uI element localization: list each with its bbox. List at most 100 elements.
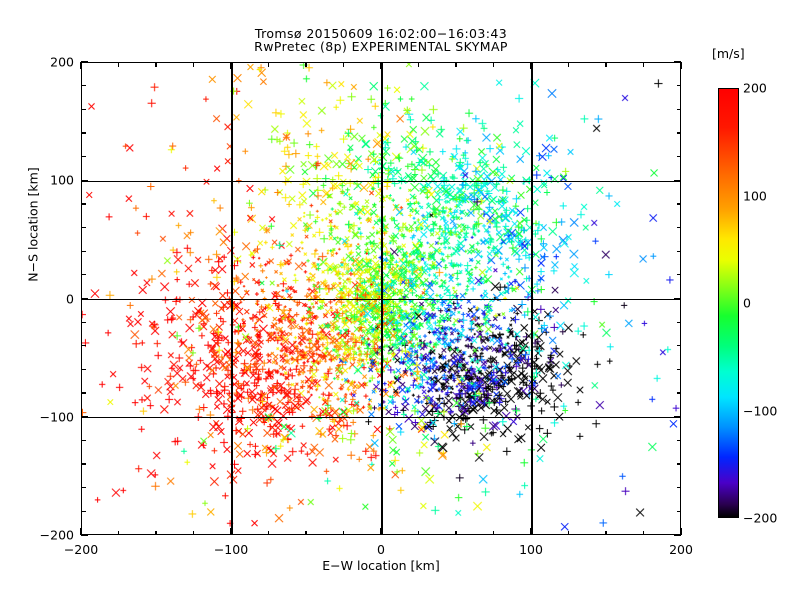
x-tick (342, 530, 345, 535)
plot-title: Tromsø 20150609 16:02:00−16:03:43 RwPret… (0, 27, 762, 53)
x-tick (230, 528, 232, 535)
gridline-vertical (531, 63, 533, 534)
y-tick (81, 439, 86, 442)
plot-area[interactable] (81, 62, 681, 535)
x-tick-top (492, 62, 495, 67)
y-tick-right (676, 392, 681, 394)
colorbar-tick-label: 200 (743, 80, 767, 96)
y-tick (81, 487, 86, 489)
y-tick-right (674, 416, 681, 418)
y-tick (81, 392, 86, 394)
gridline-vertical (381, 63, 383, 534)
y-tick (81, 463, 86, 465)
x-tick-label: 0 (377, 542, 385, 557)
x-tick-top (567, 62, 570, 67)
title-line-2: RwPretec (8p) EXPERIMENTAL SKYMAP (254, 39, 508, 54)
colorbar[interactable]: 200 100 0 −100 −200 (718, 81, 777, 526)
y-tick (81, 108, 86, 110)
x-tick (155, 530, 157, 535)
x-tick-label: −200 (63, 542, 99, 557)
y-tick-label: −100 (39, 409, 74, 425)
gridline-horizontal (82, 417, 680, 419)
y-tick-right (676, 510, 681, 512)
y-tick-right (676, 439, 681, 442)
y-tick (81, 274, 86, 276)
x-tick (80, 528, 82, 535)
y-tick-right (674, 179, 681, 181)
x-tick-label: 100 (519, 542, 543, 557)
x-tick (642, 530, 645, 535)
x-tick-top (80, 62, 82, 69)
colorbar-tick-label: −200 (743, 510, 778, 526)
gridline-horizontal (82, 180, 680, 182)
x-tick-top (305, 62, 307, 67)
x-tick (192, 530, 195, 535)
y-tick (81, 61, 88, 63)
y-tick-right (676, 85, 681, 87)
x-tick-top (342, 62, 345, 67)
x-tick-top (267, 62, 270, 67)
x-tick-top (605, 62, 607, 67)
y-axis-label: N−S location [km] (25, 167, 41, 282)
y-tick-label: 200 (50, 54, 74, 70)
y-tick (81, 179, 88, 181)
y-tick-right (674, 61, 681, 63)
y-tick-label: 100 (50, 172, 74, 188)
x-tick (267, 530, 270, 535)
x-tick-top (642, 62, 645, 67)
y-tick (81, 85, 86, 87)
x-tick-top (380, 62, 382, 69)
x-tick-top (455, 62, 457, 67)
x-tick (380, 528, 382, 535)
y-tick-right (676, 487, 681, 489)
title-line-1: Tromsø 20150609 16:02:00−16:03:43 (254, 26, 508, 41)
x-tick (530, 528, 532, 535)
y-tick-right (676, 132, 681, 134)
colorbar-gradient (718, 88, 739, 518)
x-tick-top (530, 62, 532, 69)
gridline-vertical (231, 63, 233, 534)
y-tick-right (676, 108, 681, 110)
scatter-plot-canvas (82, 63, 680, 534)
x-tick-top (192, 62, 195, 67)
y-tick (81, 132, 86, 134)
x-tick-top (117, 62, 120, 67)
x-tick-label: 200 (669, 542, 693, 557)
y-tick (81, 155, 86, 158)
y-tick-right (676, 368, 681, 371)
y-tick (81, 297, 88, 300)
colorbar-unit-label: [m/s] (712, 46, 745, 61)
x-tick (605, 530, 607, 535)
y-tick (81, 416, 88, 418)
colorbar-tick-label: 0 (743, 295, 751, 311)
y-tick (81, 250, 86, 252)
x-tick-top (230, 62, 232, 69)
y-tick-right (676, 463, 681, 465)
gridline-horizontal (82, 298, 680, 301)
y-tick-right (674, 297, 681, 300)
x-tick (680, 528, 682, 535)
y-tick-right (676, 250, 681, 252)
y-tick-right (676, 274, 681, 276)
x-tick-top (417, 62, 420, 67)
y-tick-label: −200 (39, 527, 74, 543)
x-tick (492, 530, 495, 535)
y-tick (81, 203, 86, 205)
colorbar-tick-label: −100 (743, 403, 778, 418)
y-tick (81, 226, 86, 229)
y-tick-right (676, 155, 681, 158)
y-tick-right (676, 226, 681, 229)
x-tick (455, 530, 457, 535)
x-tick (305, 530, 307, 535)
y-tick-right (674, 534, 681, 536)
x-tick (117, 530, 120, 535)
y-tick-right (676, 203, 681, 205)
colorbar-tick-label: 100 (743, 188, 767, 203)
y-tick (81, 345, 86, 347)
y-tick (81, 510, 86, 512)
x-tick-top (155, 62, 157, 67)
y-tick-right (676, 345, 681, 347)
x-tick-label: −100 (213, 542, 249, 557)
x-tick (567, 530, 570, 535)
